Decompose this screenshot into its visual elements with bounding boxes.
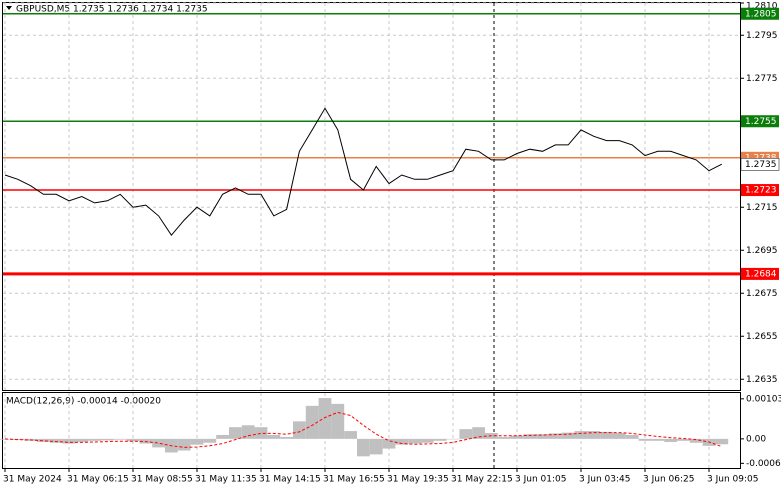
x-tick-label: 3 Jun 09:05 — [707, 475, 758, 485]
macd-bar — [318, 398, 332, 439]
macd-bar — [37, 438, 50, 442]
y-tick-label: 1.2775 — [746, 74, 778, 84]
x-tick-label: 31 May 08:55 — [131, 475, 193, 485]
macd-bar — [369, 438, 383, 455]
y-tick-label: 0.00 — [746, 434, 766, 444]
macd-bar — [280, 436, 293, 439]
macd-bar — [561, 432, 575, 439]
macd-bar — [689, 438, 703, 443]
price-label: 1.2735 — [745, 160, 777, 170]
macd-bar — [677, 438, 690, 441]
macd-bar — [459, 429, 473, 439]
level-label-box — [741, 115, 779, 128]
y-tick-label: -0.00063 — [746, 459, 781, 469]
macd-bar — [651, 438, 665, 441]
chart-title: GBPUSD,M5 1.2735 1.2736 1.2734 1.2735 — [16, 5, 208, 15]
x-tick-label: 31 May 06:15 — [67, 475, 129, 485]
macd-bar — [549, 433, 562, 439]
y-tick-label: 1.2675 — [746, 289, 778, 299]
macd-bar — [331, 403, 345, 439]
x-tick-label: 31 May 19:35 — [387, 475, 449, 485]
menu-arrow — [6, 6, 12, 10]
macd-bar — [613, 433, 626, 439]
y-tick-label: 1.2635 — [746, 375, 778, 385]
macd-bar — [344, 431, 357, 439]
price-line — [4, 107, 723, 237]
macd-bar — [715, 438, 729, 445]
macd-bar — [254, 427, 268, 439]
macd-bar — [600, 431, 613, 439]
macd-bar — [152, 438, 165, 448]
macd-title: MACD(12,26,9) -0.00014 -0.00020 — [6, 397, 161, 407]
level-label-box — [741, 184, 779, 197]
macd-bar — [625, 434, 639, 439]
macd-bar — [126, 438, 140, 442]
x-tick-label: 3 Jun 06:25 — [643, 475, 694, 485]
macd-panel — [2, 392, 741, 469]
x-tick-label: 31 May 22:15 — [451, 475, 513, 485]
level-label: 1.2805 — [745, 9, 777, 19]
macd-bar — [49, 438, 63, 443]
y-tick-label: 1.2795 — [746, 31, 778, 41]
y-tick-label: 1.2810 — [746, 2, 778, 12]
level-label: 1.2755 — [745, 117, 777, 127]
macd-bar — [510, 435, 524, 439]
x-tick-label: 3 Jun 01:05 — [515, 475, 566, 485]
macd-bar — [267, 434, 281, 439]
level-label-box — [741, 267, 779, 280]
x-tick-label: 3 Jun 03:45 — [579, 475, 630, 485]
macd-bar — [497, 436, 511, 439]
macd-bar — [587, 431, 601, 439]
macd-bar — [62, 438, 76, 444]
macd-bar — [216, 434, 229, 439]
macd-bar — [190, 438, 204, 445]
macd-bar — [433, 438, 447, 441]
macd-bar — [638, 438, 652, 441]
macd-bar — [241, 425, 255, 439]
macd-bar — [472, 427, 485, 439]
x-tick-label: 31 May 11:35 — [195, 475, 257, 485]
price-panel — [2, 2, 741, 391]
macd-bar — [101, 438, 114, 441]
x-tick-label: 31 May 14:15 — [259, 475, 321, 485]
y-tick-label: 1.2695 — [746, 246, 778, 256]
macd-bar — [75, 438, 89, 442]
y-tick-label: 0.00103 — [746, 394, 781, 404]
macd-bar — [382, 438, 396, 449]
macd-bar — [357, 438, 370, 457]
x-tick-label: 31 May 2024 — [3, 475, 62, 485]
macd-bar — [177, 438, 191, 451]
macd-bar — [203, 438, 217, 443]
price-label-box — [740, 158, 780, 171]
macd-bar — [88, 438, 101, 441]
macd-bar — [293, 421, 306, 439]
macd-bar — [446, 438, 460, 440]
macd-bar — [574, 431, 588, 439]
level-label: 1.2723 — [745, 186, 777, 196]
macd-bar — [229, 427, 242, 439]
x-tick-label: 31 May 16:55 — [323, 475, 385, 485]
macd-bar — [421, 438, 434, 443]
y-tick-label: 1.2655 — [746, 332, 778, 342]
y-tick-label: 1.2715 — [746, 203, 778, 213]
level-label: 1.2684 — [745, 269, 777, 279]
macd-bar — [395, 438, 409, 445]
level-label-box — [741, 7, 779, 20]
macd-bar — [523, 434, 537, 439]
macd-bar — [113, 438, 127, 440]
macd-bar — [664, 438, 677, 442]
macd-bar — [536, 434, 549, 439]
macd-bar — [305, 405, 319, 439]
macd-bar — [408, 438, 421, 444]
